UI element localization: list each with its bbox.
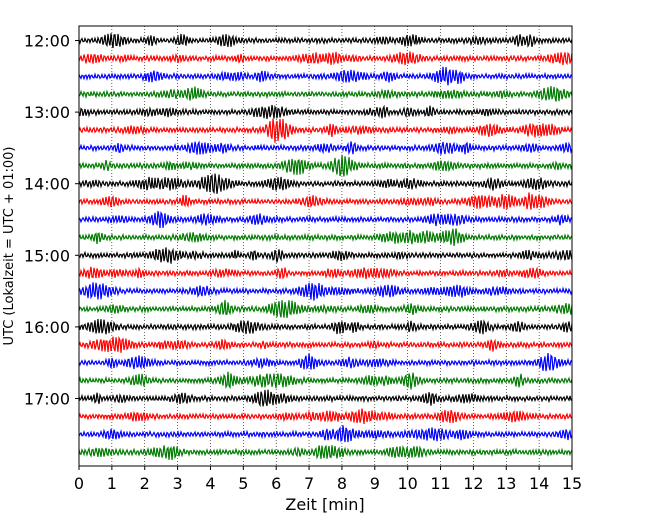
- trace-1715: [78, 408, 573, 425]
- trace-1500: [78, 247, 573, 264]
- trace-1730: [78, 425, 573, 443]
- x-tick-label: 13: [496, 474, 516, 493]
- x-axis-ticks: 0 1 2 3 4 5 6 7 8 9 10 11 12 13 14 15: [74, 466, 582, 493]
- trace-1745: [78, 444, 573, 461]
- trace-1245: [78, 85, 573, 102]
- seismogram-traces: [78, 33, 573, 461]
- y-tick-label: 13:00: [24, 103, 70, 122]
- trace-1530: [78, 282, 573, 301]
- y-tick-label: 17:00: [24, 390, 70, 409]
- y-tick-label: 15:00: [24, 246, 70, 265]
- y-tick-label: 14:00: [24, 175, 70, 194]
- grid-lines: [111, 26, 540, 466]
- x-tick-label: 11: [430, 474, 450, 493]
- trace-1315: [78, 118, 573, 143]
- x-tick-label: 1: [107, 474, 117, 493]
- x-axis-label: Zeit [min]: [285, 495, 364, 514]
- trace-1400: [78, 173, 573, 195]
- trace-1330: [78, 140, 573, 156]
- trace-1445: [78, 228, 573, 246]
- trace-1345: [78, 154, 573, 177]
- plot-frame: [78, 25, 573, 467]
- x-tick-label: 14: [529, 474, 549, 493]
- trace-1645: [78, 371, 573, 390]
- x-tick-label: 6: [271, 474, 281, 493]
- x-tick-label: 5: [238, 474, 248, 493]
- trace-1415: [78, 192, 573, 210]
- x-tick-label: 0: [74, 474, 84, 493]
- trace-1600: [78, 318, 573, 335]
- x-tick-label: 8: [337, 474, 347, 493]
- trace-1300: [78, 104, 573, 120]
- x-tick-label: 3: [173, 474, 183, 493]
- y-axis-ticks: 12:00 13:00 14:00 15:00 16:00 17:00: [24, 32, 79, 409]
- trace-1430: [78, 211, 573, 228]
- x-tick-label: 10: [397, 474, 417, 493]
- x-tick-label: 12: [463, 474, 483, 493]
- trace-1545: [78, 299, 573, 318]
- x-tick-label: 4: [205, 474, 215, 493]
- y-axis-label: UTC (Lokalzeit = UTC + 01:00): [2, 147, 17, 346]
- trace-1200: [78, 33, 573, 49]
- x-tick-label: 7: [304, 474, 314, 493]
- trace-1215: [78, 51, 573, 66]
- x-tick-label: 2: [140, 474, 150, 493]
- y-tick-label: 16:00: [24, 318, 70, 337]
- x-tick-label: 15: [562, 474, 582, 493]
- trace-1615: [78, 335, 573, 353]
- trace-1630: [78, 352, 573, 372]
- trace-1515: [78, 266, 573, 280]
- x-tick-label: 9: [370, 474, 380, 493]
- trace-1230: [78, 66, 573, 86]
- y-tick-label: 12:00: [24, 32, 70, 51]
- trace-1700: [78, 389, 573, 408]
